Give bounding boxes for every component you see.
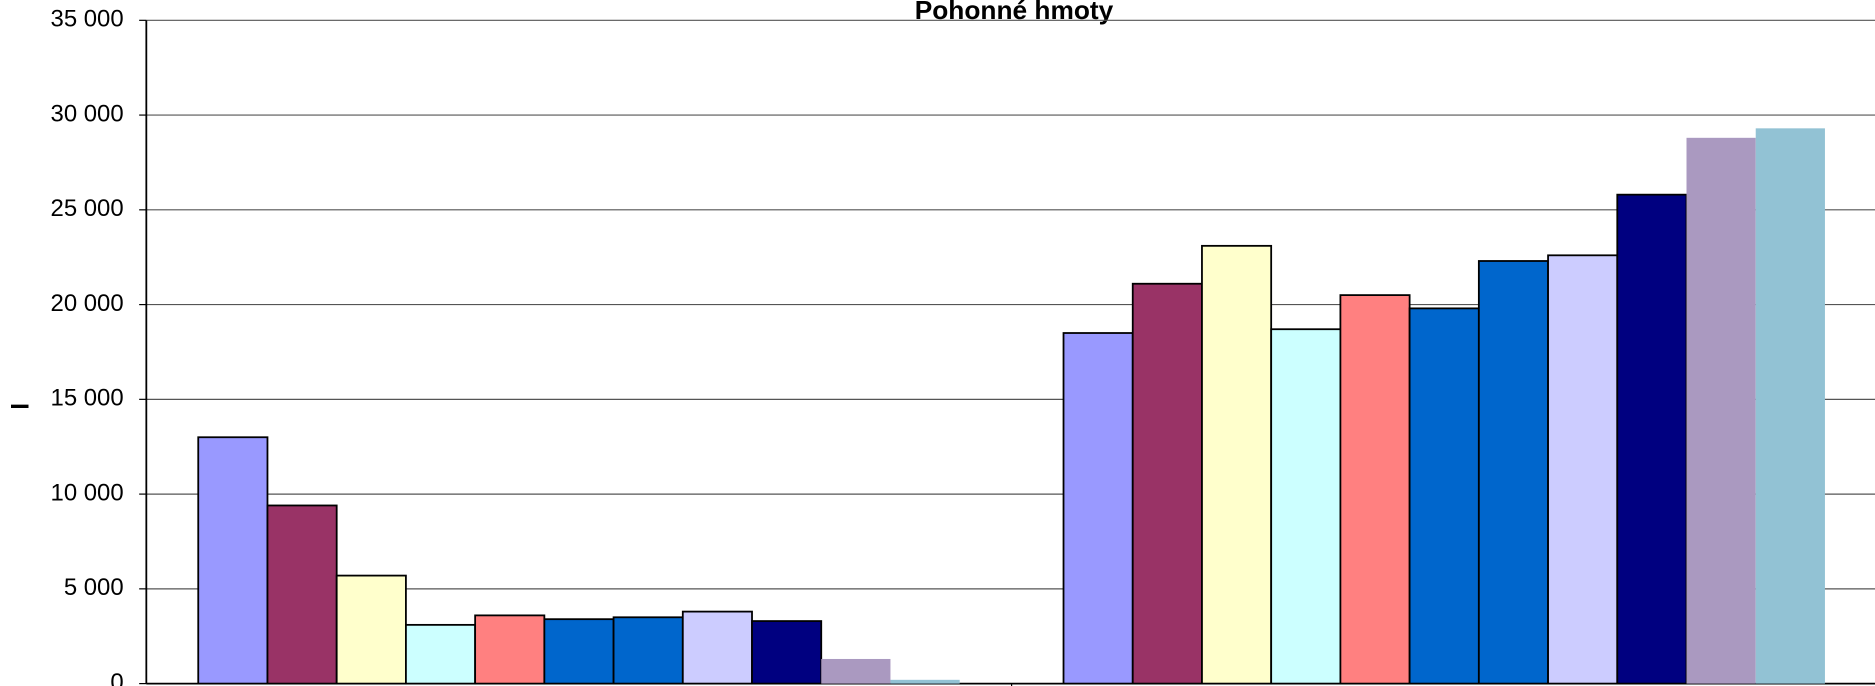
bar bbox=[1477, 260, 1549, 685]
bar bbox=[543, 618, 615, 685]
bar bbox=[335, 574, 407, 685]
y-tick-label: 10 000 bbox=[51, 479, 124, 506]
bar bbox=[1616, 193, 1688, 685]
bar bbox=[1339, 294, 1411, 685]
bar bbox=[1408, 307, 1480, 685]
y-tick-label: 25 000 bbox=[51, 195, 124, 222]
bar bbox=[1547, 254, 1619, 685]
y-tick-label: 5 000 bbox=[64, 574, 124, 601]
bar bbox=[1270, 328, 1342, 685]
y-tick-label: 15 000 bbox=[51, 385, 124, 412]
bar bbox=[197, 436, 269, 685]
bar bbox=[266, 504, 338, 685]
bar bbox=[1201, 244, 1273, 685]
bar bbox=[1062, 332, 1134, 685]
y-tick-label: 0 bbox=[110, 669, 123, 686]
y-axis-label: l bbox=[7, 403, 34, 410]
y-tick-label: 30 000 bbox=[51, 100, 124, 127]
bar bbox=[405, 623, 477, 685]
bar bbox=[821, 658, 891, 684]
bar bbox=[890, 679, 960, 684]
bar bbox=[1755, 128, 1825, 684]
chart-title: Pohonné hmoty bbox=[915, 0, 1114, 25]
bar bbox=[1131, 282, 1203, 685]
bar bbox=[612, 616, 684, 685]
bar bbox=[751, 620, 823, 685]
y-tick-label: 35 000 bbox=[51, 6, 124, 33]
bar bbox=[681, 610, 753, 685]
bar bbox=[474, 614, 546, 685]
bar bbox=[1686, 137, 1756, 684]
y-tick-label: 20 000 bbox=[51, 290, 124, 317]
